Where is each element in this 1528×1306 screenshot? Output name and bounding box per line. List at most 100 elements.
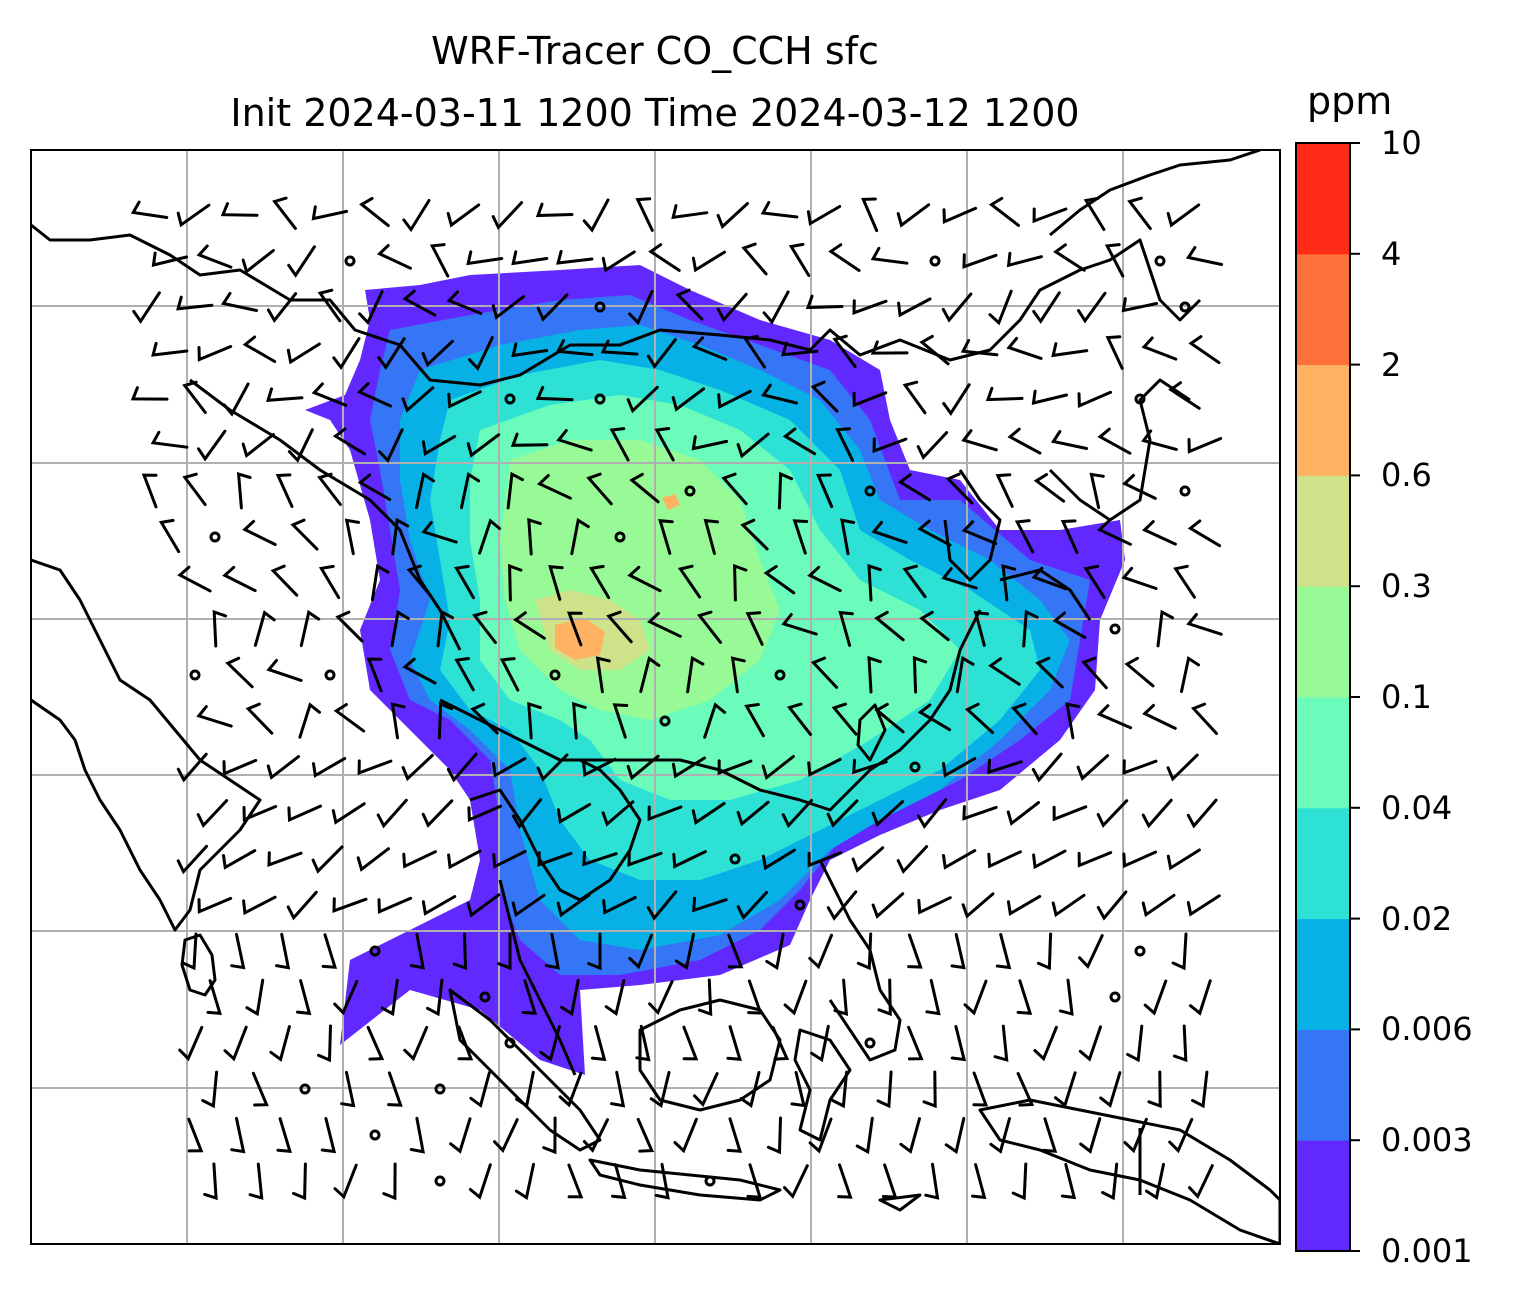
wind-barb <box>466 250 504 266</box>
wind-barb <box>1006 894 1042 917</box>
colorbar-unit-label: ppm <box>1307 79 1393 123</box>
wind-barb <box>468 336 494 372</box>
wind-barb <box>672 850 707 869</box>
korea-peninsula <box>943 469 1002 582</box>
wind-barb <box>648 243 681 272</box>
wind-barb <box>691 336 728 361</box>
wind-barb <box>654 427 675 462</box>
wind-barb <box>332 427 366 456</box>
wind-barb <box>269 1025 291 1062</box>
wind-barb <box>907 933 923 969</box>
calm-wind-marker <box>1134 393 1146 405</box>
wind-barb <box>765 932 785 971</box>
wind-barb <box>746 1163 763 1199</box>
wind-barb <box>151 341 189 357</box>
wind-barb <box>1078 1025 1102 1062</box>
wind-barb <box>876 1070 893 1109</box>
wind-barb <box>691 250 726 273</box>
coastlines <box>31 150 1280 1244</box>
wind-barb <box>1173 564 1196 599</box>
wind-barb <box>317 288 342 323</box>
wind-barb <box>421 895 457 916</box>
wind-barb <box>781 613 818 636</box>
wind-barb <box>320 1117 337 1154</box>
wind-barb <box>454 657 475 692</box>
wind-barb <box>697 978 713 1017</box>
wind-barb <box>877 978 892 1017</box>
wind-barb <box>1141 798 1173 829</box>
wind-barb <box>1052 611 1087 639</box>
india-coast <box>31 558 262 932</box>
wind-barb <box>421 339 454 368</box>
map-area <box>31 150 1280 1244</box>
calm-wind-marker <box>324 669 336 681</box>
indochina <box>469 758 642 902</box>
wind-barb <box>335 610 364 643</box>
map-title-line1: WRF-Tracer CO_CCH sfc <box>431 29 879 73</box>
wind-barb <box>1022 609 1039 648</box>
wind-barb <box>539 1025 561 1062</box>
wind-barb <box>275 932 291 970</box>
wind-barb <box>917 519 952 547</box>
wind-barb <box>628 933 653 970</box>
wind-barb <box>1168 381 1201 410</box>
wind-barb <box>1172 1024 1188 1063</box>
wind-barb <box>178 1025 204 1062</box>
wind-barb <box>1166 753 1199 782</box>
wind-barb <box>402 657 437 685</box>
map-frame <box>30 149 1281 1245</box>
wind-barb <box>806 205 842 226</box>
wind-barb <box>985 386 1024 402</box>
wind-barb <box>861 197 879 233</box>
far-east-coast <box>1049 150 1261 237</box>
wind-barb <box>810 380 839 413</box>
calm-wind-marker <box>614 531 626 543</box>
timor <box>878 1193 922 1212</box>
wind-barb <box>790 1071 806 1108</box>
wind-barb <box>468 1163 492 1200</box>
wind-barb <box>1189 979 1212 1016</box>
wind-barb <box>675 288 704 321</box>
wind-barb <box>837 1163 853 1199</box>
wind-barb <box>245 978 265 1017</box>
wind-barb <box>401 386 435 413</box>
wind-barb <box>919 610 950 642</box>
wind-barb <box>556 893 591 918</box>
calm-wind-marker <box>929 255 941 267</box>
wind-barb <box>469 1071 491 1108</box>
wind-barb <box>158 518 181 554</box>
wind-barb <box>1006 336 1043 360</box>
wind-barb <box>1006 251 1043 268</box>
wind-barb <box>962 805 998 821</box>
wind-barb <box>333 1163 358 1200</box>
wind-barb <box>1054 1071 1077 1108</box>
wind-barb <box>916 431 949 461</box>
wind-barb <box>1186 894 1221 917</box>
sri-lanka <box>180 933 217 997</box>
wind-barb <box>743 334 766 369</box>
calm-wind-marker <box>369 945 381 957</box>
wind-barb <box>941 567 978 590</box>
wind-barb <box>807 851 843 868</box>
wind-barb <box>1051 342 1089 358</box>
wind-barb <box>241 249 275 275</box>
wind-barb <box>1031 389 1068 405</box>
wind-barb <box>1078 934 1104 970</box>
wind-barb <box>988 196 1020 227</box>
wind-barb <box>1032 291 1061 324</box>
wind-barb <box>312 757 347 778</box>
wind-barb <box>1121 566 1158 590</box>
wind-barb <box>761 848 796 871</box>
wind-barb <box>1122 850 1157 869</box>
wind-barb <box>897 473 931 502</box>
wind-barb <box>311 845 344 874</box>
wind-barb <box>387 1071 403 1107</box>
wind-barb <box>296 979 312 1016</box>
colorbar-segment <box>1296 697 1350 809</box>
wind-barb <box>318 564 341 600</box>
wind-barb <box>452 932 468 971</box>
wind-barb <box>245 702 274 735</box>
wind-barb <box>515 1070 535 1109</box>
wind-barb <box>1083 564 1106 599</box>
